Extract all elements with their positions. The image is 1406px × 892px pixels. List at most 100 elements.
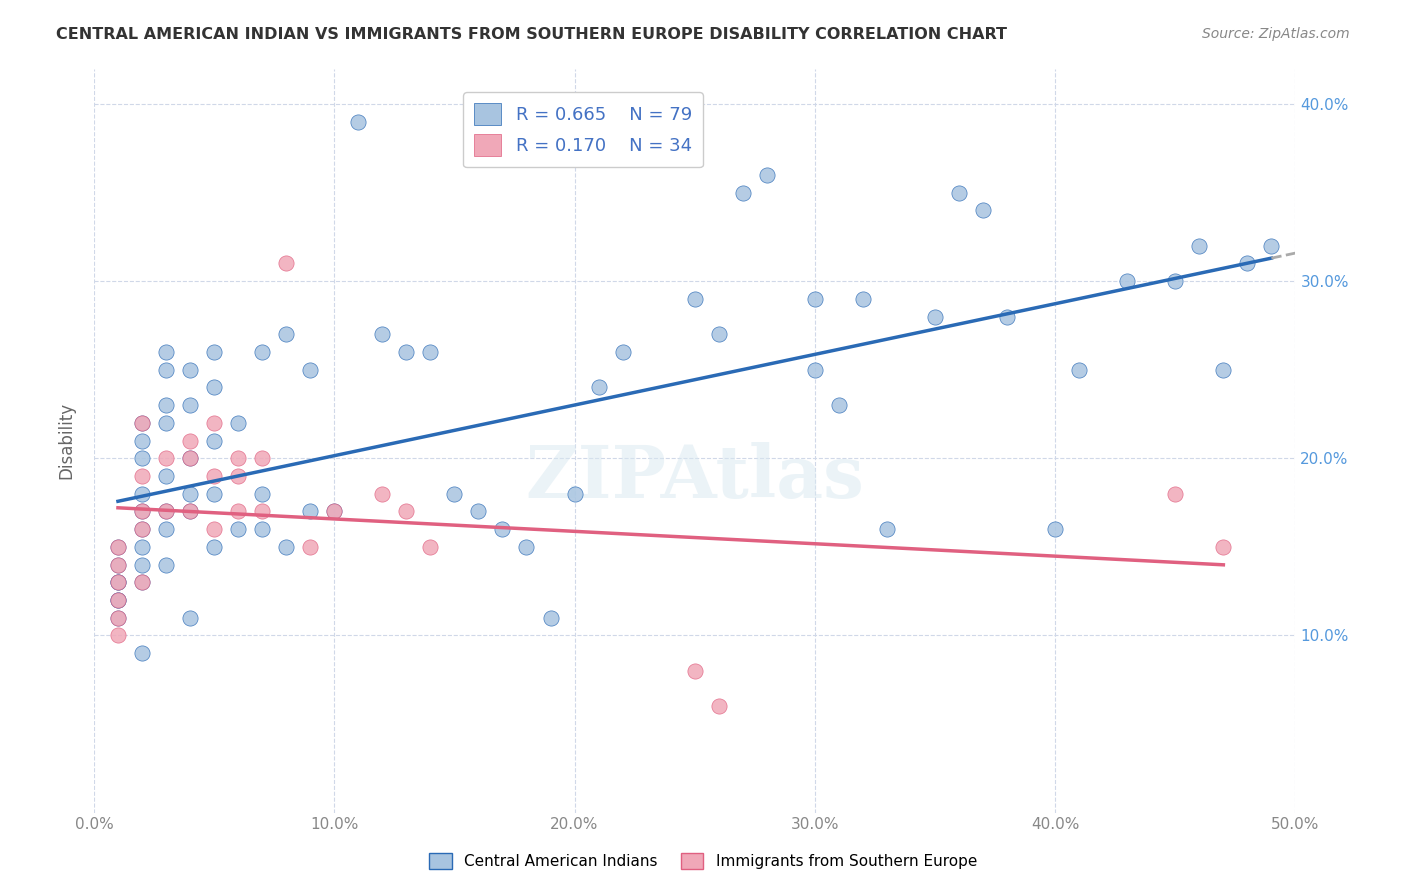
Point — [179, 486, 201, 500]
Point — [371, 486, 394, 500]
Point — [1212, 362, 1234, 376]
Point — [226, 416, 249, 430]
Point — [540, 610, 562, 624]
Point — [155, 416, 177, 430]
Point — [323, 504, 346, 518]
Point — [1188, 238, 1211, 252]
Point — [948, 186, 970, 200]
Point — [731, 186, 754, 200]
Point — [276, 327, 298, 342]
Point — [107, 540, 129, 554]
Point — [179, 398, 201, 412]
Point — [107, 575, 129, 590]
Point — [1236, 256, 1258, 270]
Point — [179, 362, 201, 376]
Legend: R = 0.665    N = 79, R = 0.170    N = 34: R = 0.665 N = 79, R = 0.170 N = 34 — [464, 93, 703, 167]
Point — [107, 575, 129, 590]
Point — [131, 451, 153, 466]
Point — [179, 451, 201, 466]
Point — [804, 292, 827, 306]
Point — [395, 345, 418, 359]
Point — [131, 575, 153, 590]
Point — [107, 628, 129, 642]
Point — [852, 292, 875, 306]
Point — [131, 504, 153, 518]
Point — [828, 398, 851, 412]
Point — [179, 434, 201, 448]
Point — [155, 558, 177, 572]
Point — [299, 504, 322, 518]
Point — [107, 558, 129, 572]
Point — [1212, 540, 1234, 554]
Point — [1164, 274, 1187, 288]
Point — [155, 522, 177, 536]
Text: Source: ZipAtlas.com: Source: ZipAtlas.com — [1202, 27, 1350, 41]
Point — [131, 575, 153, 590]
Point — [155, 362, 177, 376]
Point — [131, 469, 153, 483]
Point — [299, 362, 322, 376]
Point — [588, 380, 610, 394]
Point — [107, 610, 129, 624]
Point — [155, 398, 177, 412]
Point — [1260, 238, 1282, 252]
Y-axis label: Disability: Disability — [58, 402, 75, 479]
Point — [226, 504, 249, 518]
Point — [179, 504, 201, 518]
Point — [107, 540, 129, 554]
Point — [515, 540, 537, 554]
Point — [395, 504, 418, 518]
Point — [491, 522, 513, 536]
Point — [755, 168, 778, 182]
Point — [347, 114, 370, 128]
Point — [179, 504, 201, 518]
Text: CENTRAL AMERICAN INDIAN VS IMMIGRANTS FROM SOUTHERN EUROPE DISABILITY CORRELATIO: CENTRAL AMERICAN INDIAN VS IMMIGRANTS FR… — [56, 27, 1007, 42]
Point — [131, 522, 153, 536]
Point — [179, 451, 201, 466]
Point — [131, 434, 153, 448]
Point — [107, 558, 129, 572]
Point — [107, 593, 129, 607]
Point — [443, 486, 465, 500]
Point — [131, 646, 153, 660]
Point — [250, 504, 273, 518]
Point — [1069, 362, 1091, 376]
Point — [202, 345, 225, 359]
Point — [564, 486, 586, 500]
Point — [131, 558, 153, 572]
Point — [419, 540, 441, 554]
Point — [107, 610, 129, 624]
Point — [107, 593, 129, 607]
Point — [131, 486, 153, 500]
Point — [276, 540, 298, 554]
Point — [250, 345, 273, 359]
Point — [683, 292, 706, 306]
Point — [202, 486, 225, 500]
Point — [202, 434, 225, 448]
Point — [250, 451, 273, 466]
Point — [371, 327, 394, 342]
Point — [155, 451, 177, 466]
Point — [131, 504, 153, 518]
Point — [707, 327, 730, 342]
Point — [707, 699, 730, 714]
Point — [131, 540, 153, 554]
Point — [995, 310, 1018, 324]
Point — [419, 345, 441, 359]
Point — [612, 345, 634, 359]
Point — [107, 593, 129, 607]
Point — [202, 416, 225, 430]
Point — [1043, 522, 1066, 536]
Point — [131, 522, 153, 536]
Point — [1116, 274, 1139, 288]
Point — [226, 451, 249, 466]
Point — [683, 664, 706, 678]
Point — [226, 522, 249, 536]
Point — [155, 504, 177, 518]
Point — [202, 380, 225, 394]
Legend: Central American Indians, Immigrants from Southern Europe: Central American Indians, Immigrants fro… — [423, 847, 983, 875]
Point — [226, 469, 249, 483]
Point — [131, 416, 153, 430]
Point — [250, 522, 273, 536]
Point — [131, 416, 153, 430]
